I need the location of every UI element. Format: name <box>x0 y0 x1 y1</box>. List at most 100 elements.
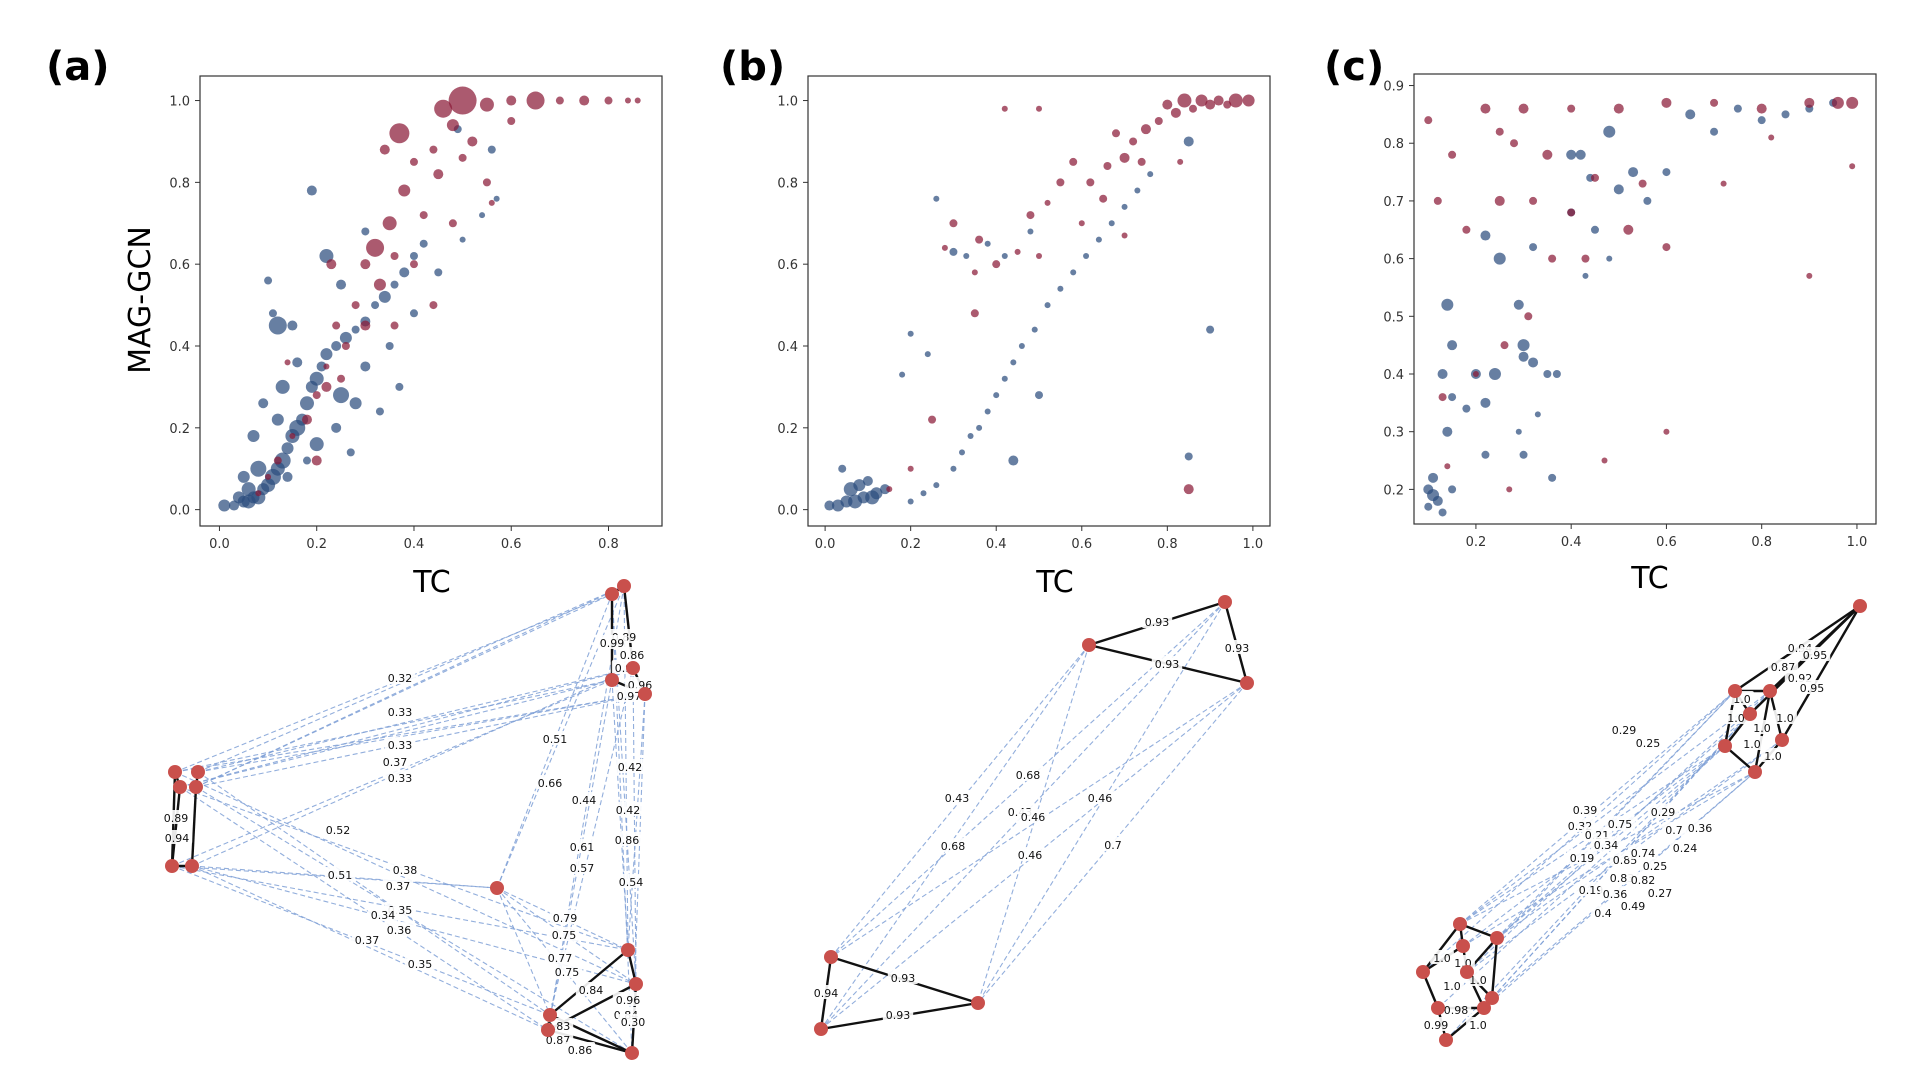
data-point-red <box>1171 108 1181 118</box>
data-point-red <box>1542 150 1552 160</box>
data-point-blue <box>479 212 485 218</box>
data-point-red <box>1205 100 1215 110</box>
data-point-blue <box>1433 496 1443 506</box>
figure: (a) (b) (c) 0.0 0.2 0.4 0.6 0.80.00.20.40.60… <box>0 0 1914 1080</box>
strong-edge-label: 0.30 <box>621 1016 646 1029</box>
data-point-red <box>391 322 399 330</box>
data-point-red <box>1086 178 1094 186</box>
graph-node <box>1853 599 1867 613</box>
weak-edge-label: 0.37 <box>355 934 380 947</box>
data-point-blue <box>1520 451 1528 459</box>
data-point-red <box>410 158 418 166</box>
data-point-blue <box>1643 197 1651 205</box>
strong-edge-label: 1.0 <box>1433 952 1451 965</box>
weak-edge-label: 0.7 <box>1104 839 1122 852</box>
x-tick-label: 0.4 <box>404 537 425 552</box>
data-point-red <box>360 321 370 331</box>
data-point-red <box>326 259 336 269</box>
data-point-blue <box>1606 256 1612 262</box>
weak-edge-label: 0.37 <box>383 756 408 769</box>
data-point-red <box>337 375 345 383</box>
graph-node <box>1728 684 1742 698</box>
data-point-red <box>1184 484 1194 494</box>
data-point-red <box>992 260 1000 268</box>
data-point-red <box>1177 94 1191 108</box>
data-point-red <box>942 245 948 251</box>
weak-edge-label: 0.75 <box>552 929 577 942</box>
data-point-blue <box>1448 393 1456 401</box>
data-point-blue <box>247 430 259 442</box>
strong-edge-label: 0.99 <box>1424 1019 1449 1032</box>
data-point-red <box>285 359 291 365</box>
data-point-blue <box>1710 128 1718 136</box>
panel-label-b: (b) <box>720 44 785 90</box>
data-point-red <box>366 239 384 257</box>
weak-edge-label: 0.19 <box>1570 852 1595 865</box>
data-point-red <box>1806 273 1812 279</box>
data-point-blue <box>1462 405 1470 413</box>
weak-edge-label: 0.46 <box>1018 849 1043 862</box>
data-point-red <box>483 178 491 186</box>
x-tick-label: 0.4 <box>986 537 1007 552</box>
weak-edge <box>198 694 645 772</box>
y-tick-label: 0.6 <box>169 258 190 273</box>
graph-node <box>625 1046 639 1060</box>
data-point-red <box>506 96 516 106</box>
weak-edge-label: 0.39 <box>1573 804 1598 817</box>
x-tick-label: 1.0 <box>1847 535 1868 550</box>
data-point-red <box>1045 200 1051 206</box>
weak-edge-label: 0.24 <box>1673 842 1698 855</box>
data-point-blue <box>976 425 982 431</box>
data-point-red <box>459 154 467 162</box>
weak-edge-label: 0.68 <box>941 840 966 853</box>
x-tick-label: 0.0 <box>209 537 230 552</box>
data-point-blue <box>1535 411 1541 417</box>
data-point-blue <box>1002 253 1008 259</box>
graph-node <box>1460 965 1474 979</box>
data-point-blue <box>434 268 442 276</box>
data-point-blue <box>1514 300 1524 310</box>
strong-edge-label: 0.98 <box>1444 1004 1469 1017</box>
data-point-red <box>1710 99 1718 107</box>
data-point-red <box>1495 196 1505 206</box>
data-point-blue <box>1758 116 1766 124</box>
data-point-red <box>1079 220 1085 226</box>
weak-edge-label: 0.86 <box>615 834 640 847</box>
data-point-blue <box>985 241 991 247</box>
data-point-red <box>289 433 295 439</box>
data-point-red <box>1757 104 1767 114</box>
data-point-blue <box>1109 220 1115 226</box>
y-tick-label: 1.0 <box>169 95 190 110</box>
weak-edge-label: 0.7 <box>1665 824 1683 837</box>
data-point-red <box>321 382 331 392</box>
data-point-red <box>1177 159 1183 165</box>
data-point-blue <box>250 461 266 477</box>
x-tick-label: 0.8 <box>1157 537 1178 552</box>
graph-node <box>1456 939 1470 953</box>
data-point-blue <box>276 380 290 394</box>
weak-edge-label: 0.33 <box>388 772 413 785</box>
strong-edge-label: 0.86 <box>568 1044 593 1057</box>
graph-node <box>626 661 640 675</box>
data-point-blue <box>1518 339 1530 351</box>
graph-node <box>165 859 179 873</box>
data-point-red <box>1056 178 1064 186</box>
data-point-blue <box>269 317 287 335</box>
data-point-blue <box>320 348 332 360</box>
data-point-blue <box>1134 188 1140 194</box>
data-point-red <box>1015 249 1021 255</box>
data-point-red <box>383 216 397 230</box>
data-point-red <box>1103 162 1111 170</box>
data-point-blue <box>292 357 302 367</box>
data-point-red <box>1506 486 1512 492</box>
graph-node <box>1775 733 1789 747</box>
data-point-red <box>1519 104 1529 114</box>
data-point-red <box>1141 124 1151 134</box>
x-axis-title-a: TC <box>412 565 451 600</box>
graph-node <box>638 687 652 701</box>
data-point-blue <box>303 457 311 465</box>
data-point-blue <box>863 476 873 486</box>
x-tick-label: 0.0 <box>815 537 836 552</box>
data-point-red <box>1500 341 1508 349</box>
graph-node <box>1763 684 1777 698</box>
